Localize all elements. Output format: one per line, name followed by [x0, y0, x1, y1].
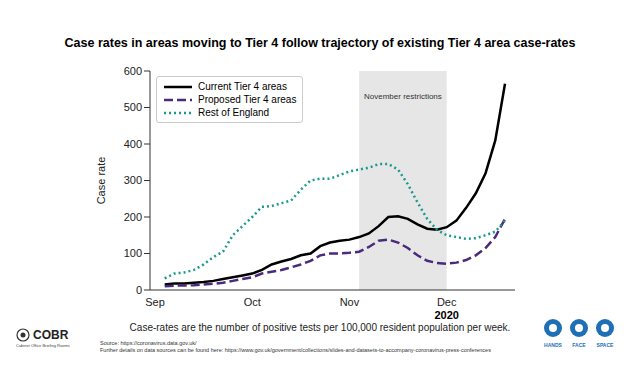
html-text:HANDS: HANDS — [544, 342, 562, 348]
html-text:Rest of England: Rest of England — [198, 107, 270, 118]
html-text:Cabinet Office Briefing Rooms: Cabinet Office Briefing Rooms — [16, 343, 70, 348]
html-text:Further details on data source: Further details on data sources can be f… — [100, 347, 491, 353]
svg-text:2020: 2020 — [434, 309, 458, 321]
svg-text:400: 400 — [124, 138, 142, 150]
html-text:Case-rates are the number of p: Case-rates are the number of positive te… — [129, 322, 511, 333]
svg-text:Dec: Dec — [437, 296, 457, 308]
svg-text:Oct: Oct — [244, 296, 261, 308]
html-text:COBR: COBR — [33, 328, 69, 342]
svg-text:300: 300 — [124, 174, 142, 186]
svg-text:500: 500 — [124, 101, 142, 113]
svg-text:600: 600 — [124, 65, 142, 77]
svg-text:Nov: Nov — [340, 296, 360, 308]
html-text:Proposed Tier 4 areas: Proposed Tier 4 areas — [198, 94, 297, 105]
svg-text:Case rate: Case rate — [95, 157, 107, 205]
svg-text:100: 100 — [124, 247, 142, 259]
svg-text:Sep: Sep — [145, 296, 165, 308]
html-text:SPACE: SPACE — [596, 342, 614, 348]
html-text:Source: https://coronavirus.da: Source: https://coronavirus.data.gov.uk/ — [100, 340, 197, 346]
svg-text:November restrictions: November restrictions — [364, 92, 442, 101]
svg-text:200: 200 — [124, 211, 142, 223]
svg-text:0: 0 — [136, 284, 142, 296]
html-text:Case rates in areas moving to: Case rates in areas moving to Tier 4 fol… — [64, 36, 576, 50]
html-text:Current Tier 4 areas: Current Tier 4 areas — [198, 81, 287, 92]
html-text:FACE: FACE — [572, 342, 586, 348]
